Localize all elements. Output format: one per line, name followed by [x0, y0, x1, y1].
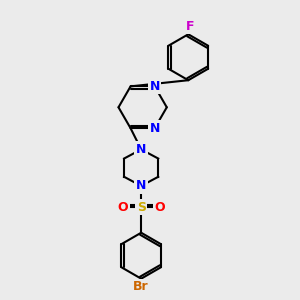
Text: O: O [118, 201, 128, 214]
Text: N: N [149, 80, 160, 93]
Text: S: S [137, 201, 146, 214]
Text: N: N [136, 179, 146, 192]
Text: F: F [185, 20, 194, 32]
Text: N: N [136, 143, 146, 156]
Text: Br: Br [134, 280, 149, 293]
Text: N: N [149, 122, 160, 135]
Text: O: O [154, 201, 165, 214]
